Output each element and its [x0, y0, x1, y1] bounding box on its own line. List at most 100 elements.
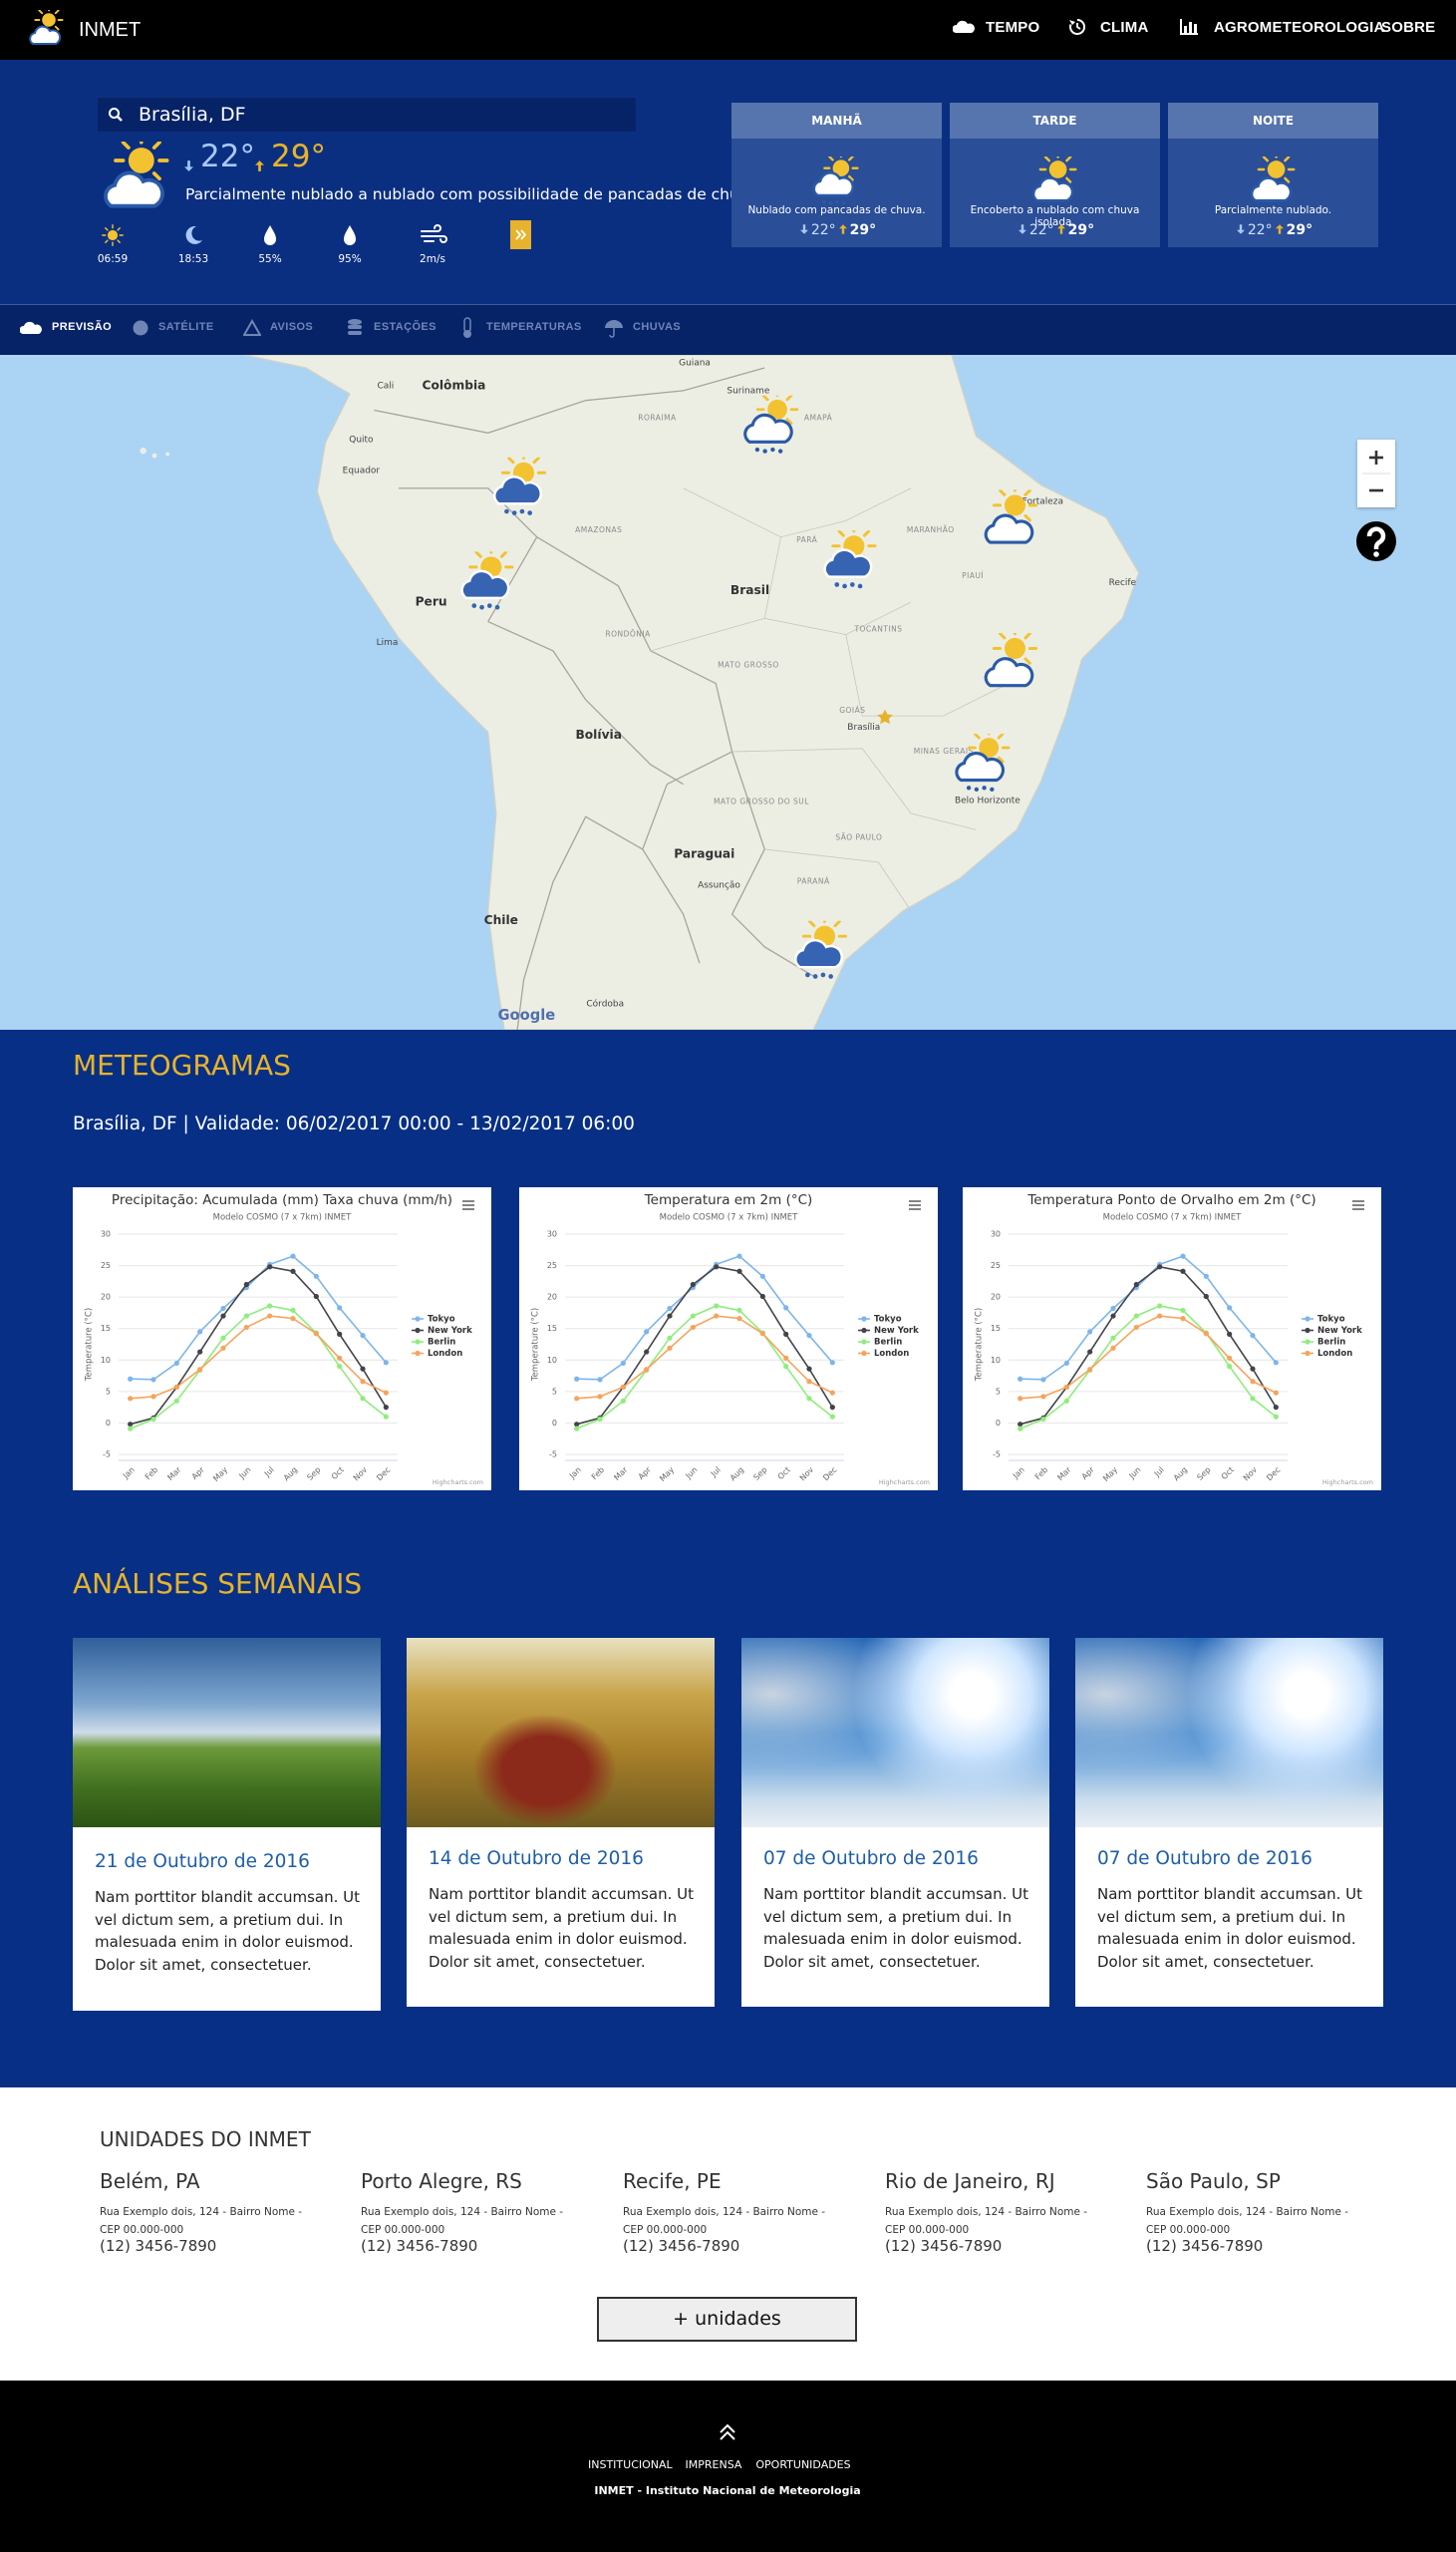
x-tick-label: Jul [709, 1465, 723, 1479]
legend-label: New York [1317, 1326, 1362, 1336]
period-max: 29° [1067, 222, 1095, 238]
search-bar[interactable]: Brasília, DF [98, 98, 636, 132]
point [1018, 1422, 1023, 1428]
back-to-top[interactable] [718, 2422, 737, 2442]
expand-button[interactable] [510, 220, 531, 249]
land [243, 355, 1140, 1030]
zoom-buttons[interactable] [1357, 440, 1395, 507]
period-temps: 22° 29° [731, 222, 942, 238]
map-label: Brasil [730, 583, 769, 597]
point [597, 1394, 603, 1400]
article-date: 14 de Outubro de 2016 [429, 1848, 644, 1869]
footer-link[interactable]: INSTITUCIONAL [588, 2458, 673, 2471]
article-card[interactable]: 07 de Outubro de 2016 Nam porttitor bland… [741, 1638, 1049, 2007]
point [220, 1305, 226, 1312]
tab[interactable]: CHUVAS [633, 321, 682, 333]
map-label: PIAUÍ [962, 571, 984, 580]
tab[interactable]: AVISOS [270, 321, 314, 333]
point [574, 1396, 580, 1402]
x-tick-label: Sep [1195, 1465, 1212, 1482]
map-label: RONDÔNIA [605, 630, 651, 639]
capital-marker [877, 709, 893, 725]
tab-icon [463, 317, 471, 338]
more-units-button[interactable]: + unidades [597, 2297, 857, 2342]
point [383, 1405, 389, 1411]
x-tick-label: May [211, 1465, 229, 1483]
legend-marker [1305, 1350, 1310, 1357]
help-button[interactable] [1355, 520, 1397, 562]
footer-link[interactable]: IMPRENSA [685, 2458, 742, 2471]
point [267, 1303, 273, 1309]
y-tick-label: 15 [101, 1324, 111, 1333]
tab[interactable]: SATÉLITE [158, 321, 214, 333]
point [714, 1264, 720, 1270]
point [690, 1313, 696, 1319]
tab[interactable]: ESTAÇÕES [374, 321, 437, 333]
point [1227, 1331, 1233, 1337]
point [783, 1305, 789, 1311]
tab[interactable]: TEMPERATURAS [486, 321, 582, 333]
article-date: 07 de Outubro de 2016 [763, 1848, 979, 1869]
point [220, 1335, 226, 1341]
point [690, 1324, 696, 1331]
tab[interactable]: PREVISÃO [52, 321, 113, 333]
point [150, 1394, 156, 1400]
y-tick-label: 20 [991, 1293, 1001, 1302]
nav-item[interactable]: TEMPO [986, 19, 1040, 36]
article-card[interactable]: 07 de Outubro de 2016 Nam porttitor bland… [1075, 1638, 1383, 2007]
map-label: Lima [377, 638, 399, 648]
arrow [838, 224, 847, 234]
legend-label: London [1317, 1349, 1352, 1359]
article-image [407, 1638, 715, 1827]
point [1180, 1307, 1186, 1314]
x-tick-label: Oct [1220, 1465, 1236, 1481]
article-image [741, 1638, 1049, 1827]
x-tick-label: Sep [305, 1465, 322, 1482]
wind-icon [421, 224, 447, 243]
article-card[interactable]: 21 de Outubro de 2016 Nam porttitor bland… [73, 1638, 381, 2011]
series-line [576, 1265, 834, 1426]
point [1203, 1331, 1209, 1337]
point [597, 1417, 603, 1423]
y-tick-label: 10 [991, 1356, 1001, 1365]
period-card: TARDE Encoberto a nublado com chuva isola… [950, 103, 1160, 247]
article-card[interactable]: 14 de Outubro de 2016 Nam porttitor bland… [407, 1638, 715, 2007]
point [574, 1426, 580, 1432]
point [1040, 1377, 1046, 1383]
x-tick-label: Mar [612, 1464, 630, 1482]
map[interactable]: Colômbia Cali Quito Equador Peru Lima Brasil Bo… [0, 355, 1456, 1030]
point [383, 1414, 389, 1420]
nav-item[interactable]: AGROMETEOROLOGIA [1214, 19, 1385, 36]
point [1273, 1405, 1279, 1411]
point [783, 1355, 789, 1361]
point [829, 1405, 835, 1411]
copyright: INMET - Instituto Nacional de Meteorolog… [594, 2484, 861, 2497]
nav-icon [953, 20, 975, 33]
point [1180, 1268, 1186, 1274]
point [173, 1398, 179, 1404]
y-tick-label: 10 [547, 1356, 557, 1365]
point [620, 1360, 626, 1367]
rain-chance: 95% [338, 253, 362, 265]
point [1133, 1324, 1139, 1331]
footer-link[interactable]: OPORTUNIDADES [755, 2458, 851, 2471]
y-tick-label: 10 [101, 1356, 111, 1365]
nav-item[interactable]: SOBRE [1381, 19, 1436, 36]
legend-label: Berlin [428, 1338, 455, 1348]
brand[interactable]: INMET [79, 19, 142, 41]
point [667, 1345, 673, 1351]
rain-chance-icon [344, 225, 356, 245]
point [1203, 1293, 1209, 1300]
map-label: Peru [416, 594, 447, 608]
x-tick-label: Nov [798, 1465, 816, 1483]
nav-item[interactable]: CLIMA [1100, 19, 1149, 36]
credits: Highcharts.com [879, 1478, 930, 1486]
point [173, 1360, 179, 1367]
x-tick-label: Jul [262, 1465, 276, 1479]
chart: Precipitação: Acumulada (mm) Taxa chuva … [73, 1187, 491, 1490]
arrow-shape [1056, 224, 1065, 234]
y-tick-label: 0 [996, 1419, 1001, 1428]
legend-marker [1305, 1327, 1310, 1334]
point [220, 1313, 226, 1319]
